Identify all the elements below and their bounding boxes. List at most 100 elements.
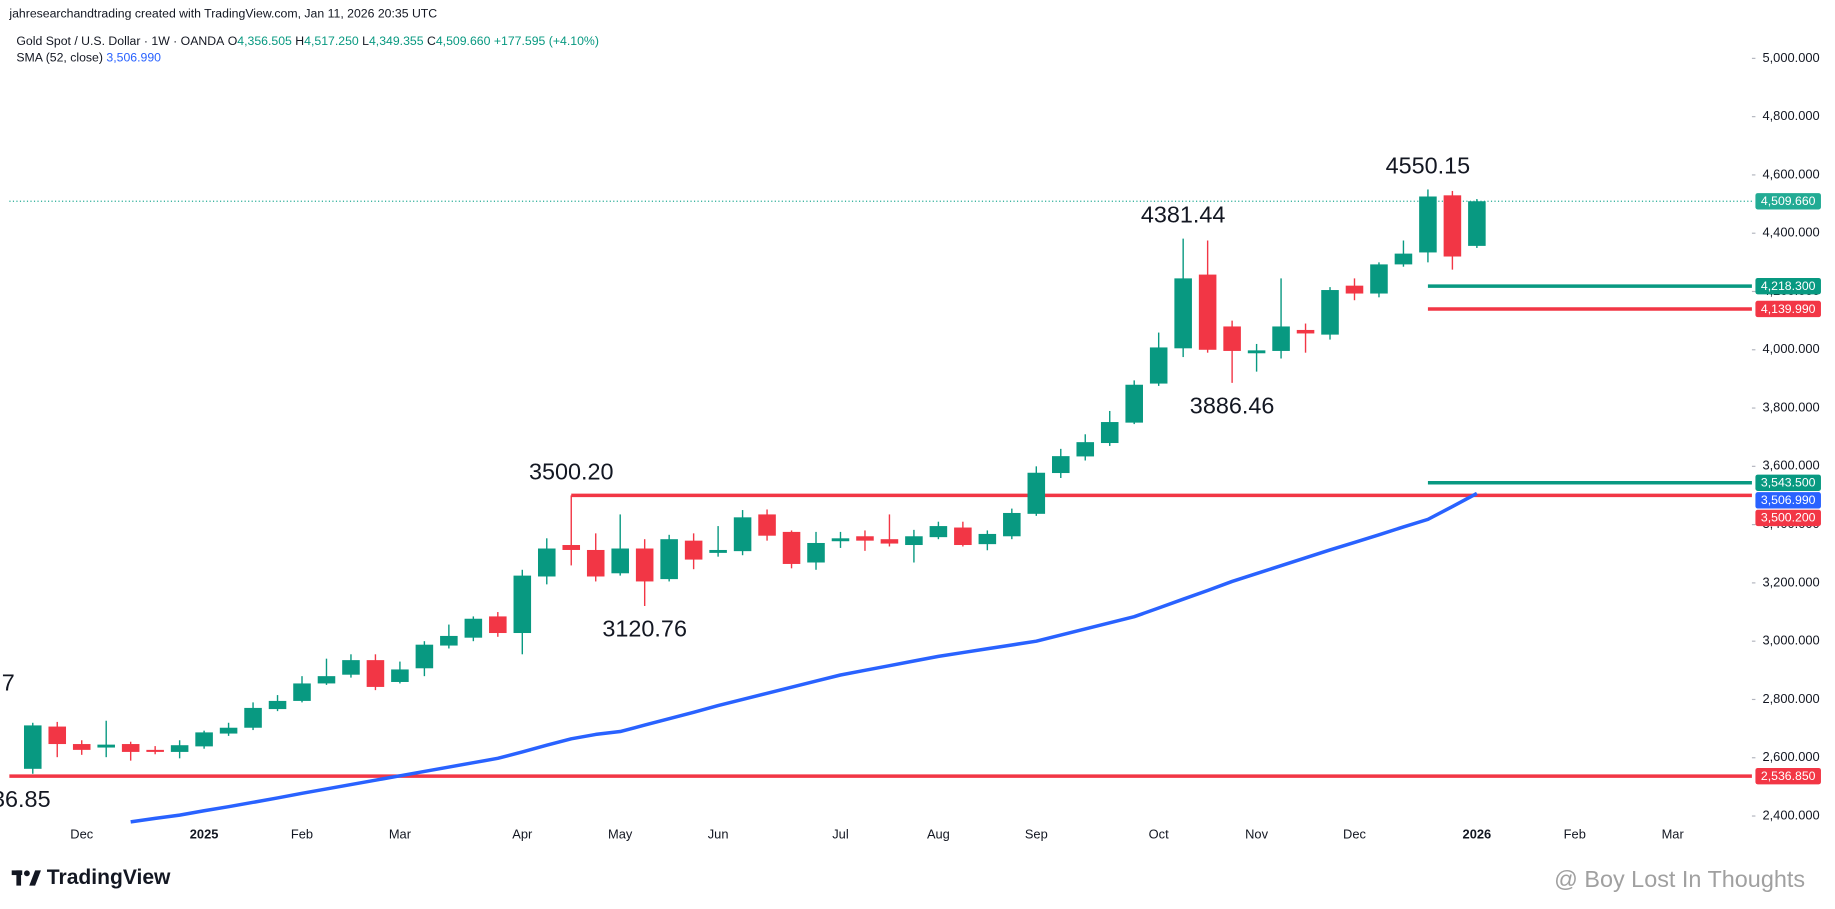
ohlc-value: 4,517.250 <box>304 34 359 48</box>
candle-body <box>342 660 360 675</box>
candle-body <box>48 726 67 745</box>
watermark: @ Boy Lost In Thoughts <box>1554 866 1805 892</box>
price-label-box <box>1755 193 1821 210</box>
y-tick-label: 4,400.000 <box>1762 225 1819 240</box>
candle-body <box>1003 512 1021 537</box>
x-tick-label: 2025 <box>190 827 219 842</box>
ohlc-key: O <box>228 34 238 48</box>
candle-body <box>97 744 115 748</box>
candle-body <box>1223 326 1241 351</box>
candle-body <box>1321 290 1339 335</box>
x-tick-label: Nov <box>1245 827 1268 842</box>
x-tick-label: 2026 <box>1463 827 1492 842</box>
price-label: 3,500.200 <box>1761 511 1816 525</box>
x-tick-label: Jun <box>708 827 729 842</box>
price-label-box <box>1755 277 1821 295</box>
y-tick-label: 3,200.000 <box>1762 574 1819 589</box>
x-tick-label: Mar <box>389 827 412 842</box>
y-tick-label: 3,800.000 <box>1762 399 1819 414</box>
candle-body <box>709 549 727 553</box>
candle-body <box>170 745 189 752</box>
x-tick-label: May <box>608 827 633 842</box>
candle-body <box>219 727 238 734</box>
candle-body <box>880 539 899 544</box>
x-tick-label: Feb <box>291 827 313 842</box>
candle-body <box>513 575 532 634</box>
candle-body <box>1076 442 1095 457</box>
candle-body <box>562 545 581 550</box>
candle-body <box>72 744 91 750</box>
candle-body <box>1345 285 1364 294</box>
candle-body <box>905 536 923 546</box>
logo-part <box>23 870 30 877</box>
price-label-box <box>1755 767 1821 785</box>
x-tick-label: Dec <box>70 827 93 842</box>
ohlc-key: C <box>427 34 436 48</box>
price-label: 4,509.660 <box>1761 194 1816 208</box>
x-tick-label: Jul <box>832 827 848 842</box>
candle-body <box>293 683 311 701</box>
candle-body <box>537 548 556 577</box>
candle-body <box>464 618 483 638</box>
candle-body <box>1468 201 1486 246</box>
y-tick-label: 2,800.000 <box>1762 691 1819 706</box>
candle-body <box>586 549 605 577</box>
attribution: jahresearchandtrading created with Tradi… <box>8 6 437 20</box>
candle-body <box>733 517 752 552</box>
ohlc-value: 4,509.660 <box>436 34 491 48</box>
candle-body <box>440 635 458 646</box>
logo-part <box>16 870 22 886</box>
x-tick-label: Sep <box>1025 827 1048 842</box>
sma-value: 3,506.990 <box>106 51 161 65</box>
candle-body <box>317 676 336 684</box>
legend-sma: SMA (52, close) 3,506.990 <box>16 51 161 65</box>
annotation: 4550.15 <box>1386 152 1471 178</box>
x-tick-label: Aug <box>927 827 950 842</box>
candle-body <box>1027 472 1046 514</box>
candle-body <box>807 542 825 563</box>
candle-body <box>1394 253 1413 265</box>
candle-body <box>121 744 140 752</box>
candle-body <box>244 707 262 728</box>
x-tick-label: Mar <box>1662 827 1685 842</box>
annotation: 3120.76 <box>602 616 687 642</box>
ohlc-value: 4,349.355 <box>369 34 424 48</box>
candle-body <box>1100 422 1119 444</box>
price-label: 3,543.500 <box>1761 476 1816 490</box>
y-tick-label: 2,400.000 <box>1762 807 1819 822</box>
candle-body <box>1174 278 1192 349</box>
y-tick-label: 3,000.000 <box>1762 633 1819 648</box>
candle-body <box>1272 326 1290 351</box>
candle-body <box>611 548 629 574</box>
price-label: 4,218.300 <box>1761 279 1816 293</box>
brand-logo <box>11 870 41 886</box>
x-tick-label: Feb <box>1564 827 1586 842</box>
change: +177.595 (+4.10%) <box>494 34 599 48</box>
candle-body <box>415 644 434 669</box>
annotation: 4381.44 <box>1141 202 1226 228</box>
price-label-box <box>1755 492 1821 509</box>
y-tick-label: 3,600.000 <box>1762 458 1819 473</box>
candle-body <box>1052 456 1070 474</box>
y-tick-label: 4,600.000 <box>1762 166 1819 181</box>
ohlc-value: 4,356.505 <box>237 34 292 48</box>
y-tick-label: 4,000.000 <box>1762 341 1819 356</box>
candle-body <box>758 514 776 536</box>
logo-part <box>29 870 41 886</box>
candle-body <box>1443 195 1462 257</box>
price-label: 3,506.990 <box>1761 493 1816 507</box>
price-label: 4,139.990 <box>1761 302 1816 316</box>
x-tick-label: Dec <box>1343 827 1366 842</box>
y-tick-label: 2,600.000 <box>1762 749 1819 764</box>
candle-body <box>1149 347 1168 384</box>
price-label-box <box>1755 509 1821 527</box>
annotation: 2536.85 <box>0 786 51 812</box>
candle-body <box>195 732 213 747</box>
candle-body <box>635 548 654 582</box>
candle-body <box>391 669 409 682</box>
candle-body <box>1247 350 1266 354</box>
ohlc-key: L <box>362 34 369 48</box>
candle-body <box>1296 329 1315 334</box>
